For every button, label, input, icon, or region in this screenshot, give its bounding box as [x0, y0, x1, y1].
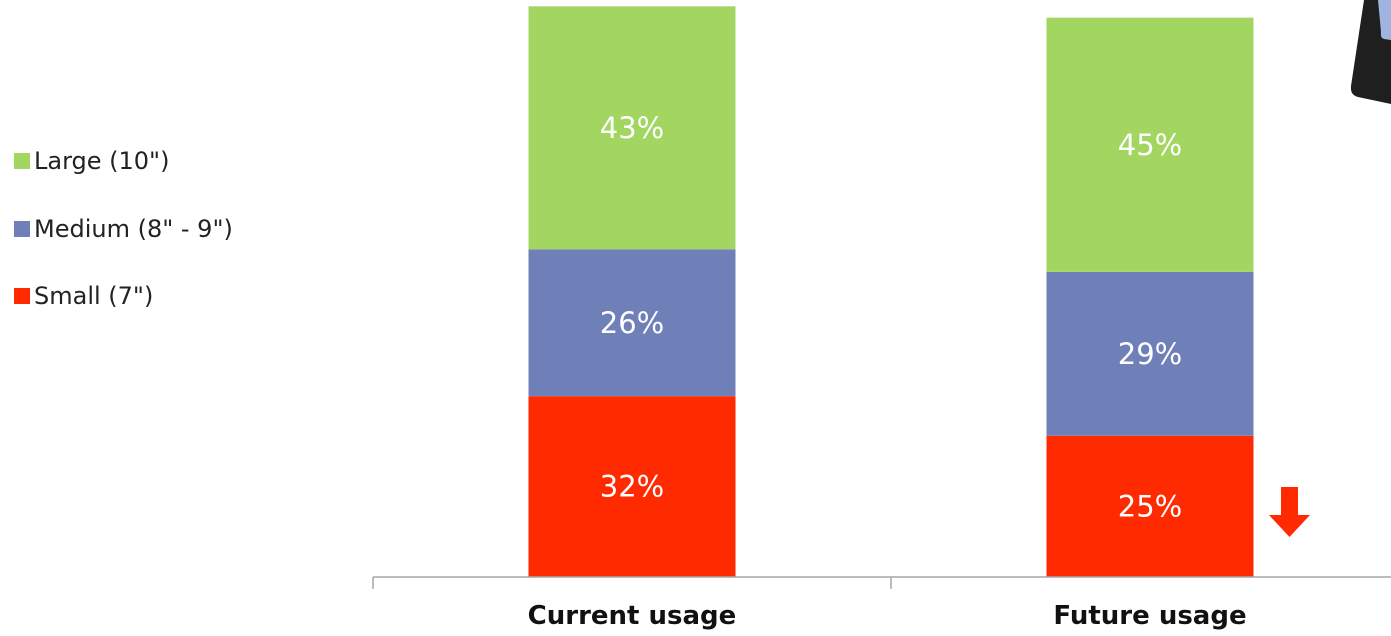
legend-label-medium: Medium (8" - 9")	[34, 215, 233, 243]
data-label-current-usage-medium: 26%	[600, 306, 664, 340]
legend-swatch-medium	[14, 221, 30, 237]
data-label-current-usage-small: 32%	[600, 470, 664, 504]
legend-label-small: Small (7")	[34, 282, 154, 310]
category-label-current-usage: Current usage	[528, 601, 737, 631]
legend-swatch-small	[14, 288, 30, 304]
bar-future-usage-large	[1046, 17, 1254, 272]
category-label-future-usage: Future usage	[1053, 601, 1246, 631]
down-arrow-icon	[1269, 487, 1310, 537]
bar-current-usage-medium	[528, 249, 736, 397]
legend-label-large: Large (10")	[34, 147, 170, 175]
legend-item-small: Small (7")	[14, 282, 153, 310]
legend-item-large: Large (10")	[14, 147, 169, 175]
bar-current-usage-small	[528, 396, 736, 577]
legend-item-medium: Medium (8" - 9")	[14, 215, 233, 243]
data-label-future-usage-small: 25%	[1118, 489, 1182, 523]
data-label-current-usage-large: 43%	[600, 111, 664, 145]
bar-future-usage-small	[1046, 435, 1254, 577]
tablet-device-image	[1350, 0, 1391, 104]
bar-future-usage-medium	[1046, 271, 1254, 436]
bar-current-usage-large	[528, 6, 736, 250]
legend: Large (10") Medium (8" - 9") Small (7")	[14, 0, 354, 340]
data-label-future-usage-medium: 29%	[1118, 337, 1182, 371]
data-label-future-usage-large: 45%	[1118, 128, 1182, 162]
legend-swatch-large	[14, 153, 30, 169]
